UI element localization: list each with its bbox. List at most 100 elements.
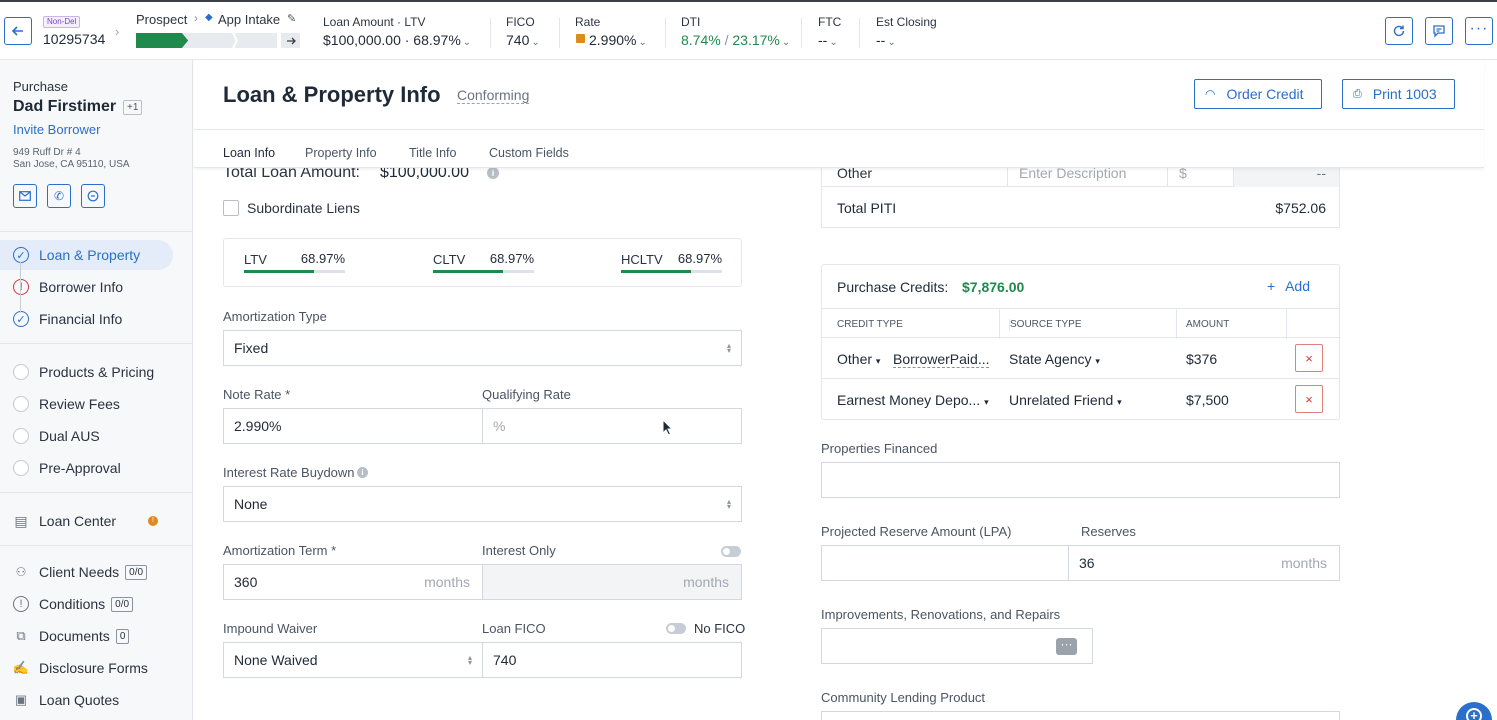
other-description-input[interactable]: Enter Description <box>1007 150 1168 187</box>
order-credit-button[interactable]: ◠ Order Credit <box>1194 79 1322 109</box>
interest-only-input[interactable]: months <box>482 564 742 600</box>
stage-from: Prospect <box>136 12 188 27</box>
impound-waiver-value: None Waived <box>234 652 318 668</box>
stage-to[interactable]: App Intake <box>218 12 281 27</box>
divider <box>0 231 193 232</box>
interest-only-toggle[interactable] <box>721 546 741 557</box>
email-icon <box>19 191 31 201</box>
nav-products-pricing[interactable]: Products & Pricing <box>0 357 173 387</box>
print-1003-button[interactable]: ⎙ Print 1003 <box>1342 79 1455 109</box>
nav-loan-center[interactable]: ▤ Loan Center ! <box>0 506 173 536</box>
currency-symbol: $ <box>1179 165 1187 181</box>
properties-financed-input[interactable] <box>821 462 1340 498</box>
properties-financed-label: Properties Financed <box>821 441 938 456</box>
close-icon: × <box>1305 391 1313 407</box>
improvements-label: Improvements, Renovations, and Repairs <box>821 607 1061 622</box>
total-loan-label: Total Loan Amount: <box>223 164 360 181</box>
rate-value[interactable]: 2.990% ⌄ <box>589 32 647 48</box>
ftc-value[interactable]: -- ⌄ <box>818 32 838 48</box>
other-amount-input[interactable]: $ <box>1168 150 1234 187</box>
credit-amount[interactable]: $7,500 <box>1186 392 1229 408</box>
invite-borrower-link[interactable]: Invite Borrower <box>13 122 101 137</box>
amortization-type-select[interactable]: Fixed ▴ ▾ <box>223 330 742 366</box>
delete-credit-button[interactable]: × <box>1295 344 1323 372</box>
message-button[interactable] <box>81 184 105 208</box>
subordinate-liens-checkbox[interactable] <box>223 200 239 216</box>
impound-waiver-select[interactable]: None Waived ▴ ▾ <box>223 642 483 678</box>
est-closing-value[interactable]: -- ⌄ <box>876 32 896 48</box>
check-circle-icon: ✓ <box>13 311 29 327</box>
divider <box>0 343 193 344</box>
nav-borrower-info[interactable]: ! Borrower Info <box>0 272 173 302</box>
credit-amount[interactable]: $376 <box>1186 351 1218 367</box>
community-lending-input[interactable] <box>821 711 1340 720</box>
nav-dual-aus[interactable]: Dual AUS <box>0 421 173 451</box>
projected-reserve-input[interactable] <box>821 545 1069 581</box>
loan-amount-value[interactable]: $100,000.00 · 68.97% ⌄ <box>323 32 471 48</box>
tab-title-info[interactable]: Title Info <box>409 146 457 160</box>
no-fico-label: No FICO <box>694 621 746 636</box>
chevron-right-icon: › <box>115 24 120 39</box>
nav-disclosure-forms[interactable]: ✍ Disclosure Forms <box>0 653 173 683</box>
fico-value[interactable]: 740 ⌄ <box>506 32 540 48</box>
ratio-value: 68.97% <box>489 251 534 266</box>
info-icon: i <box>357 467 368 478</box>
source-type-select[interactable]: State Agency ▾ <box>1009 351 1100 367</box>
loan-category[interactable]: Conforming <box>457 87 530 104</box>
ratio-card: LTV 68.97% CLTV 68.97% HCLTV 68.97% <box>223 238 742 287</box>
borrower-name[interactable]: Dad Firstimer <box>13 98 117 115</box>
check-circle-icon: ✓ <box>13 247 29 263</box>
pencil-icon[interactable]: ✎ <box>287 13 297 25</box>
nav-client-needs[interactable]: ⚇ Client Needs 0/0 <box>0 557 173 587</box>
email-button[interactable] <box>13 184 37 208</box>
credit-type-select[interactable]: Earnest Money Depo... ▾ <box>837 392 989 408</box>
dti-value[interactable]: 8.74% / 23.17% ⌄ <box>681 32 790 48</box>
back-button[interactable] <box>4 17 32 45</box>
projected-reserve-label: Projected Reserve Amount (LPA) <box>821 524 1012 539</box>
amort-term-label: Amortization Term * <box>223 543 337 558</box>
nav-documents[interactable]: ⧉ Documents 0 <box>0 621 173 651</box>
table-row: Other ▾ BorrowerPaid... State Agency ▾ $… <box>822 339 1339 379</box>
nav-review-fees[interactable]: Review Fees <box>0 389 173 419</box>
column-header: CREDIT TYPE <box>837 319 903 330</box>
total-loan-value: $100,000.00 <box>380 164 469 181</box>
amort-term-input[interactable]: 360 months <box>223 564 483 600</box>
tab-loan-info[interactable]: Loan Info <box>223 146 276 160</box>
call-button[interactable]: ✆ <box>47 184 71 208</box>
divider <box>665 18 666 48</box>
signature-icon: ✍ <box>12 660 30 675</box>
note-rate-input[interactable]: 2.990% <box>223 408 483 444</box>
improvements-input[interactable]: ··· <box>821 628 1093 664</box>
advance-stage-button[interactable] <box>281 33 300 48</box>
source-type-select[interactable]: Unrelated Friend ▾ <box>1009 392 1122 408</box>
reserves-input[interactable]: 36 months <box>1068 545 1340 581</box>
more-button[interactable]: ··· <box>1465 17 1493 45</box>
tab-custom-fields[interactable]: Custom Fields <box>489 146 569 160</box>
nav-loan-quotes[interactable]: ▣ Loan Quotes <box>0 685 173 715</box>
quote-icon: ▣ <box>14 692 28 707</box>
buydown-select[interactable]: None ▴ ▾ <box>223 486 742 522</box>
nav-pre-approval[interactable]: Pre-Approval <box>0 453 173 483</box>
other-row: Other Enter Description $ -- <box>822 150 1339 187</box>
add-credit-button[interactable]: + Add <box>1267 278 1310 294</box>
amort-term-value: 360 <box>234 574 258 590</box>
nav-label: Financial Info <box>39 311 123 327</box>
total-piti-value: $752.06 <box>1275 200 1326 216</box>
co-borrower-count[interactable]: +1 <box>123 100 143 115</box>
nav-loan-property[interactable]: ✓ Loan & Property <box>0 240 173 270</box>
loan-fico-input[interactable]: 740 <box>482 642 742 678</box>
credit-detail-link[interactable]: BorrowerPaid... <box>893 351 990 368</box>
refresh-button[interactable] <box>1385 17 1413 45</box>
sidebar: Purchase Dad Firstimer +1 Invite Borrowe… <box>0 60 193 720</box>
delete-credit-button[interactable]: × <box>1295 385 1323 413</box>
people-icon: ⚇ <box>15 565 27 579</box>
chat-button[interactable] <box>1425 17 1453 45</box>
floating-action-button[interactable]: + <box>1456 702 1492 720</box>
more-options-button[interactable]: ··· <box>1056 638 1077 655</box>
nav-financial-info[interactable]: ✓ Financial Info <box>0 304 173 334</box>
no-fico-toggle[interactable] <box>666 623 686 634</box>
qualifying-rate-input[interactable]: % <box>482 408 742 444</box>
tab-property-info[interactable]: Property Info <box>305 146 377 160</box>
credit-type-select[interactable]: Other ▾ <box>837 351 880 367</box>
nav-conditions[interactable]: ! Conditions 0/0 <box>0 589 173 619</box>
